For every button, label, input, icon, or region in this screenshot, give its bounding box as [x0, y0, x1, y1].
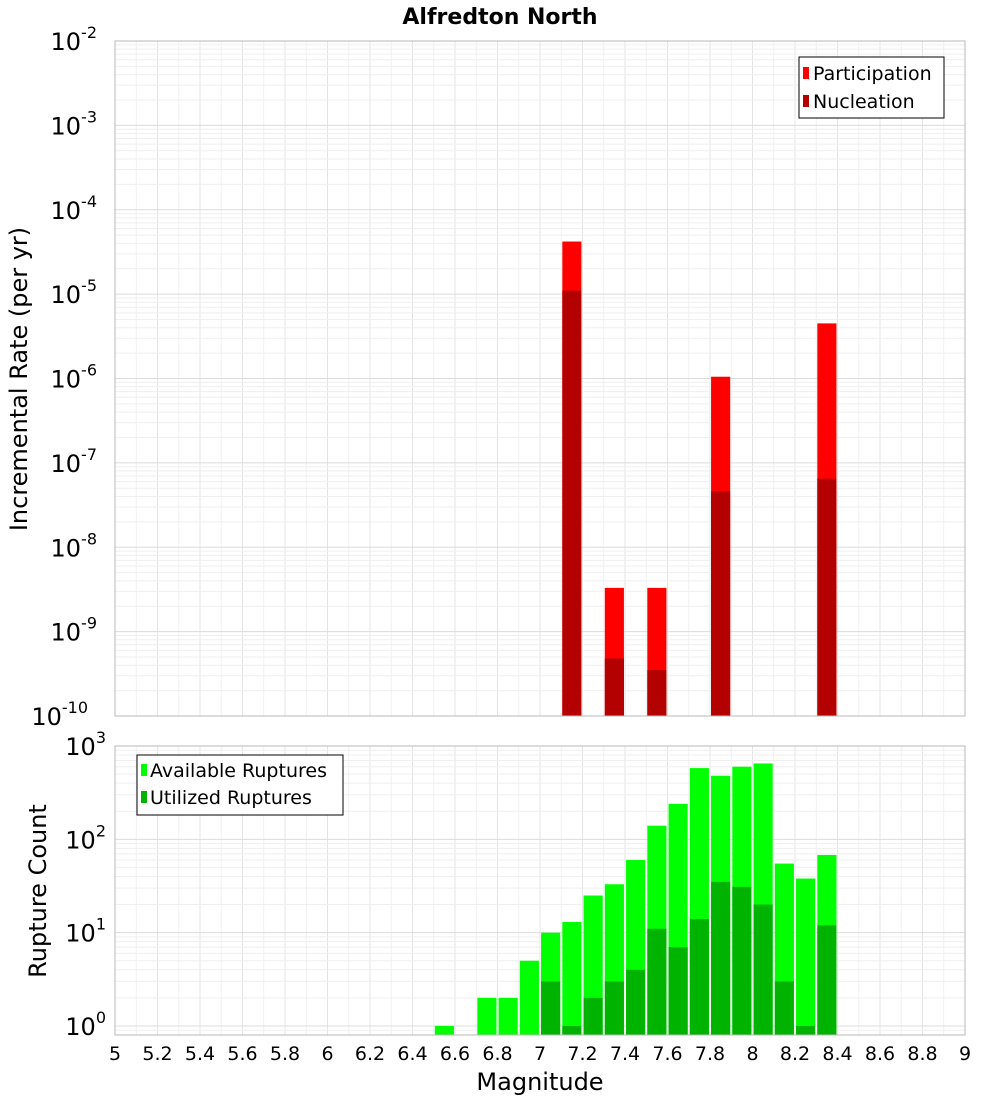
bottom-y-axis-label: Rupture Count [24, 804, 52, 978]
bottom-plot-frame [114, 745, 966, 1036]
bar-available-ruptures [434, 1025, 454, 1035]
top-plot-frame [114, 40, 966, 717]
bar-available-ruptures [562, 922, 582, 1035]
bottom-legend: Available Ruptures Utilized Ruptures [136, 754, 344, 816]
bar-utilized-ruptures [541, 981, 561, 1035]
bar-utilized-ruptures [817, 925, 837, 1035]
x-tick-label: 5 [109, 1043, 121, 1065]
y-tick-label: 100 [65, 1008, 106, 1041]
bottom-bars [434, 763, 837, 1035]
bar-available-ruptures [796, 878, 816, 1035]
bar-utilized-ruptures [647, 928, 667, 1035]
legend-label-participation: Participation [813, 63, 932, 85]
y-tick-label: 10-6 [51, 361, 98, 394]
bar-utilized-ruptures [774, 981, 794, 1035]
top-grid [114, 41, 966, 717]
bar-utilized-ruptures [711, 881, 731, 1035]
x-tick-label: 8.2 [780, 1043, 810, 1065]
legend-swatch-available [141, 764, 147, 776]
bottom-y-tick-labels: 100 101 102 103 [65, 728, 106, 1041]
x-tick-label: 6.6 [440, 1043, 470, 1065]
top-legend: Participation Nucleation [798, 56, 945, 119]
bar-nucleation [604, 658, 624, 716]
x-tick-labels: 5 5.2 5.4 5.6 5.8 6 6.2 6.4 6.6 6.8 7 7.2 7.4 7.6 7.8 8… [109, 1043, 971, 1065]
bar-utilized-ruptures [796, 1025, 816, 1035]
x-axis-label: Magnitude [476, 1068, 603, 1096]
bar-nucleation [562, 290, 582, 716]
x-tick-label: 6 [321, 1043, 333, 1065]
bar-utilized-ruptures [668, 947, 688, 1035]
x-tick-label: 7 [534, 1043, 546, 1065]
legend-label-available: Available Ruptures [150, 760, 327, 782]
x-tick-label: 7.6 [652, 1043, 682, 1065]
bar-nucleation [711, 491, 731, 716]
bar-utilized-ruptures [562, 1025, 582, 1035]
y-tick-label: 10-5 [51, 276, 98, 309]
legend-swatch-nucleation [803, 95, 809, 107]
legend-label-nucleation: Nucleation [813, 91, 915, 113]
bar-utilized-ruptures [583, 997, 603, 1035]
bar-nucleation [647, 670, 667, 716]
bar-utilized-ruptures [732, 886, 752, 1035]
x-tick-label: 5.6 [227, 1043, 257, 1065]
bar-nucleation [817, 478, 837, 716]
x-tick-label: 7.4 [610, 1043, 640, 1065]
bar-utilized-ruptures [604, 981, 624, 1035]
bar-available-ruptures [519, 960, 539, 1035]
y-tick-label: 103 [65, 728, 106, 761]
legend-swatch-utilized [141, 791, 147, 803]
y-tick-label: 10-3 [51, 107, 98, 140]
x-tick-label: 7.2 [567, 1043, 597, 1065]
x-tick-label: 9 [959, 1043, 971, 1065]
x-tick-label: 7.8 [695, 1043, 725, 1065]
x-tick-label: 6.4 [397, 1043, 427, 1065]
x-tick-label: 8.6 [865, 1043, 895, 1065]
bottom-panel: 100 101 102 103 5 5.2 5.4 5.6 5.8 6 6.2 6.4 6.6 6.8 7… [24, 728, 971, 1096]
x-tick-label: 5.4 [185, 1043, 215, 1065]
x-tick-label: 8.8 [907, 1043, 937, 1065]
top-legend-box [798, 56, 945, 119]
top-y-tick-labels: 10-10 10-9 10-8 10-7 10-6 10-5 10-4 10-3 10-2 [31, 23, 97, 731]
bar-utilized-ruptures [626, 969, 646, 1035]
y-tick-label: 10-8 [51, 529, 98, 562]
y-tick-label: 101 [65, 915, 106, 948]
legend-label-utilized: Utilized Ruptures [150, 787, 312, 809]
bar-available-ruptures [477, 997, 497, 1035]
y-tick-label: 10-9 [51, 614, 98, 647]
bar-available-ruptures [498, 997, 518, 1035]
y-tick-label: 10-4 [51, 192, 98, 225]
top-y-axis-label: Incremental Rate (per yr) [5, 227, 33, 531]
top-panel: 10-10 10-9 10-8 10-7 10-6 10-5 10-4 10-3 10-2 In… [5, 23, 966, 731]
chart-title: Alfredton North [402, 5, 597, 30]
x-tick-label: 6.8 [482, 1043, 512, 1065]
x-tick-label: 8 [746, 1043, 758, 1065]
y-tick-label: 102 [65, 821, 106, 854]
y-tick-label: 10-10 [31, 698, 88, 731]
y-tick-label: 10-2 [51, 23, 98, 56]
bottom-legend-box [136, 754, 344, 816]
y-tick-label: 10-7 [51, 445, 98, 478]
top-bars [562, 241, 837, 717]
bar-utilized-ruptures [753, 904, 773, 1035]
bar-utilized-ruptures [689, 919, 709, 1035]
x-tick-label: 6.2 [355, 1043, 385, 1065]
x-tick-label: 5.2 [142, 1043, 172, 1065]
x-tick-label: 5.8 [270, 1043, 300, 1065]
x-tick-label: 8.4 [822, 1043, 852, 1065]
legend-swatch-participation [803, 67, 809, 79]
